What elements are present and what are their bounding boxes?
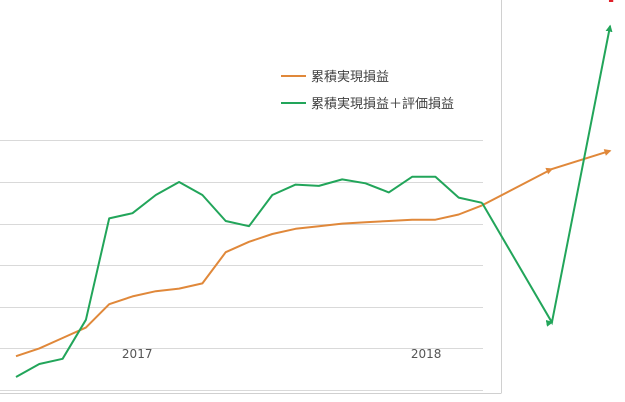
x-tick-label: 2017 bbox=[122, 347, 153, 361]
legend-label-1: 累積実現損益 bbox=[311, 69, 389, 85]
projection-label-2: 4 bbox=[600, 0, 617, 8]
gridlines bbox=[0, 140, 483, 391]
x-axis-ticks: 2017 2018 bbox=[122, 347, 441, 361]
x-tick-label: 2018 bbox=[411, 347, 442, 361]
legend-label-2: 累積実現損益＋評価損益 bbox=[311, 96, 454, 112]
series-lines bbox=[15, 175, 483, 378]
projection-arrow-2 bbox=[481, 24, 613, 327]
